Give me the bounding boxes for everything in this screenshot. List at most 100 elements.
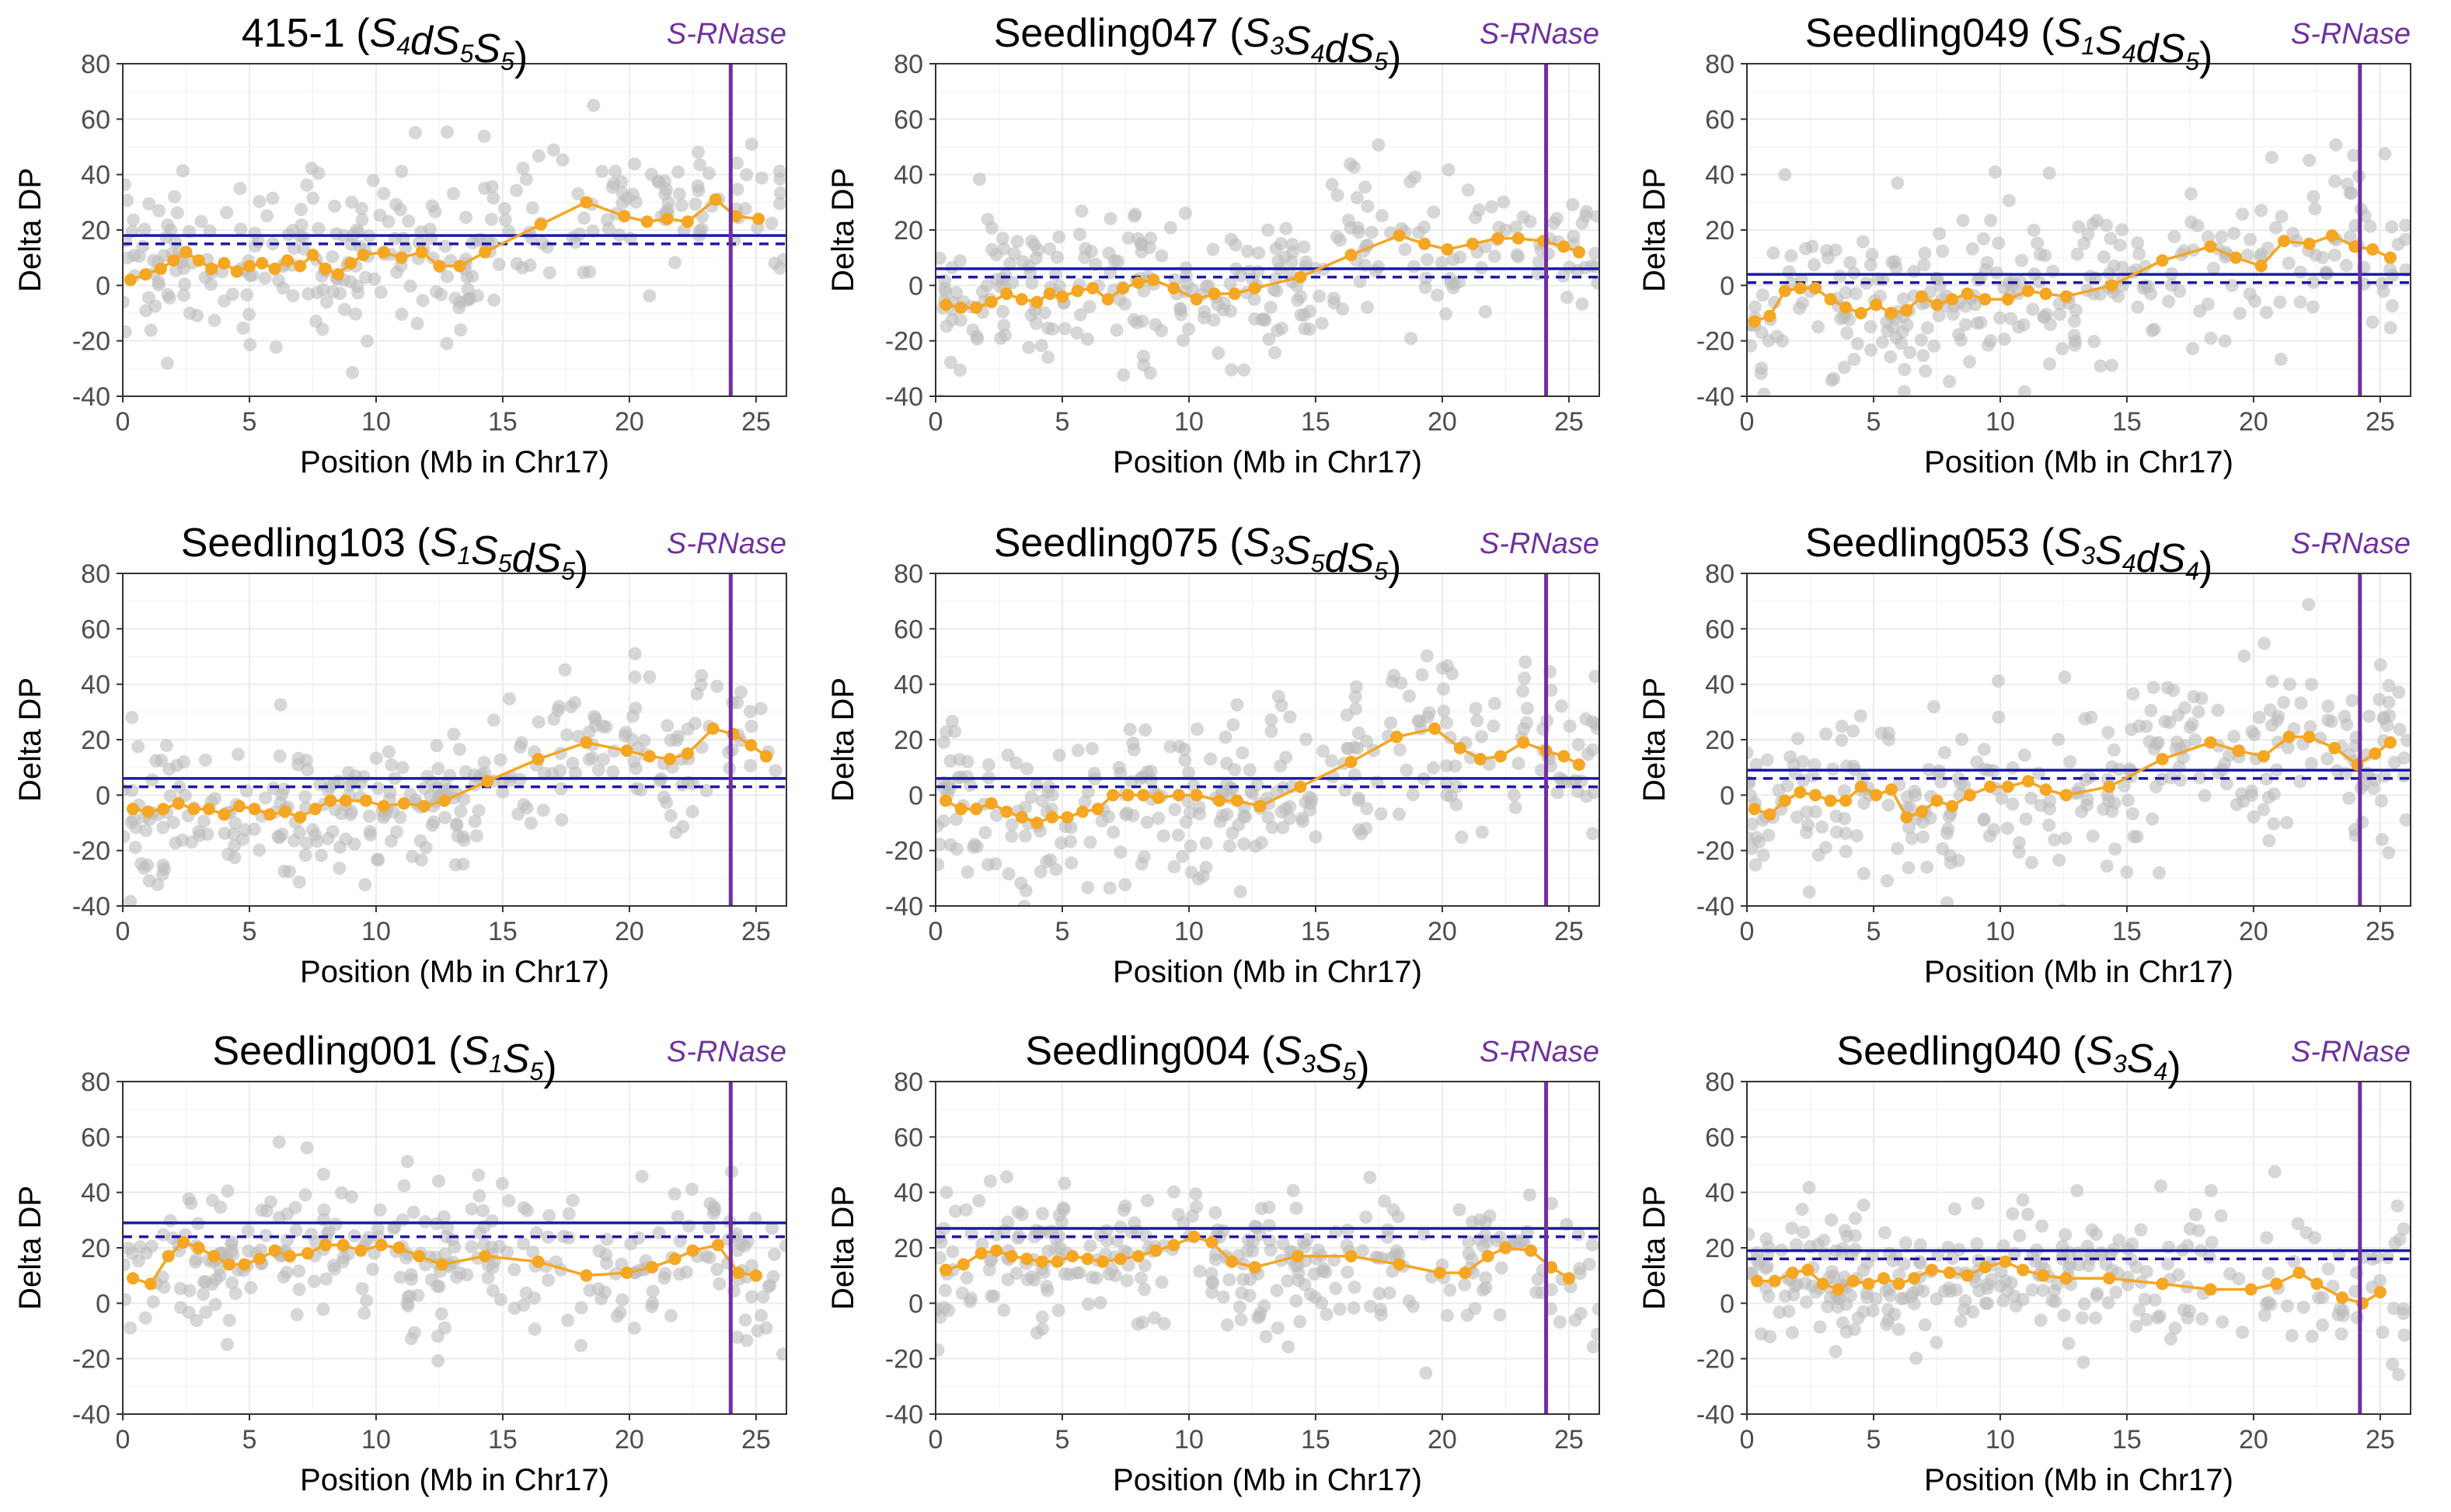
mean-series-point [1557, 750, 1571, 763]
mean-series-point [1147, 273, 1160, 287]
variant-point [1487, 719, 1501, 733]
variant-point [767, 1247, 781, 1261]
variant-point [2186, 342, 2200, 356]
mean-series-point [1015, 810, 1028, 824]
y-tick-label: -20 [885, 327, 923, 357]
mean-series-point [532, 1255, 545, 1268]
mean-series-point [2039, 287, 2052, 301]
x-tick-label: 10 [1986, 1425, 2015, 1455]
variant-point [2195, 1312, 2209, 1326]
mean-series-point [2366, 242, 2380, 256]
mean-series-point [2037, 1269, 2050, 1282]
variant-point [1386, 1203, 1400, 1217]
x-tick-label: 20 [1428, 917, 1457, 946]
variant-point [194, 214, 208, 228]
variant-point [312, 221, 326, 235]
variant-point [1776, 334, 1790, 348]
variant-point [357, 1306, 371, 1320]
variant-point [637, 733, 651, 747]
variant-point [2195, 692, 2209, 705]
variant-point [316, 322, 329, 336]
y-tick-label: 80 [81, 50, 110, 79]
variant-point [661, 196, 675, 210]
mean-series-point [294, 260, 307, 273]
y-tick-label: 60 [894, 105, 923, 134]
mean-series-point [1131, 1249, 1145, 1263]
variant-point [2146, 681, 2160, 695]
variant-point [1402, 1294, 1416, 1308]
variant-point [1905, 831, 1919, 845]
mean-series-point [664, 752, 677, 765]
variant-point [1574, 1306, 1588, 1320]
variant-point [1937, 746, 1951, 760]
variant-point [1302, 790, 1316, 804]
variant-point [542, 266, 556, 280]
variant-point [129, 820, 143, 834]
mean-series-point [357, 249, 370, 262]
variant-point [1299, 255, 1313, 269]
variant-point [2115, 223, 2129, 237]
variant-point [2260, 1231, 2274, 1245]
variant-point [1515, 685, 1529, 699]
variant-point [629, 702, 643, 716]
variant-point [675, 778, 689, 792]
variant-point [1264, 713, 1278, 727]
variant-point [431, 1329, 445, 1343]
mean-series-point [1915, 805, 1928, 818]
variant-point [1178, 754, 1192, 768]
allele-letter: S [471, 528, 498, 573]
variant-point [597, 752, 611, 766]
mean-series-point [319, 262, 332, 275]
mean-series-point [580, 1269, 593, 1282]
variant-point [240, 288, 254, 302]
variant-point [601, 222, 615, 236]
variant-point [123, 1242, 135, 1256]
variant-point [2151, 1311, 2165, 1325]
mean-series-point [580, 196, 593, 209]
variant-point [1865, 248, 1879, 262]
variant-point [445, 1232, 459, 1246]
variant-point [615, 1293, 629, 1307]
mean-series-point [2270, 1277, 2283, 1291]
y-tick-label: -20 [72, 837, 110, 866]
variant-point [419, 841, 433, 855]
variant-point [2305, 678, 2319, 692]
variant-point [1891, 176, 1905, 190]
y-tick-label: -40 [72, 382, 110, 412]
variant-point [416, 294, 430, 308]
s-rnase-label: S-RNase [667, 18, 786, 51]
variant-point [963, 779, 977, 793]
mean-series-point [1999, 1255, 2012, 1268]
variant-point [1932, 308, 1946, 322]
variant-point [1747, 817, 1759, 831]
variant-point [377, 186, 391, 200]
variant-point [1455, 831, 1469, 845]
variant-point [2397, 1306, 2411, 1320]
variant-point [2173, 284, 2187, 298]
variant-point [964, 1291, 978, 1305]
mean-series-point [1846, 1274, 1860, 1287]
variant-point [495, 1176, 509, 1190]
mean-series-point [1086, 281, 1100, 294]
mean-series-point [1096, 1255, 1110, 1268]
variant-point [123, 1258, 131, 1272]
variant-point [2282, 678, 2296, 692]
variant-point [349, 307, 363, 321]
variant-point [1484, 200, 1498, 214]
variant-point [1283, 710, 1297, 724]
variant-point [574, 1301, 588, 1315]
variant-point [333, 287, 347, 301]
variant-point [1246, 1244, 1260, 1258]
variant-point [241, 1225, 255, 1239]
variant-point [1031, 243, 1045, 257]
mean-series-point [1562, 1272, 1575, 1285]
x-tick-label: 0 [1740, 407, 1755, 437]
variant-point [1523, 214, 1537, 228]
mean-series-point [397, 797, 410, 810]
variant-point [124, 894, 138, 906]
variant-point [2094, 359, 2108, 373]
variant-point [2161, 1257, 2175, 1271]
variant-point [1892, 1268, 1906, 1282]
variant-point [312, 166, 326, 180]
